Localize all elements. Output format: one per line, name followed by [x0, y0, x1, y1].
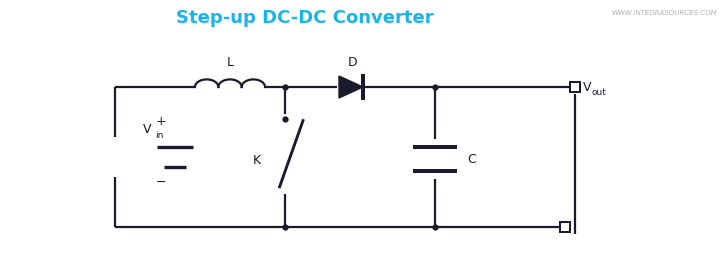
Polygon shape	[339, 77, 363, 99]
Text: −: −	[156, 175, 166, 188]
Text: V: V	[143, 123, 152, 136]
Text: D: D	[348, 55, 358, 68]
Text: out: out	[592, 88, 607, 97]
Text: L: L	[226, 55, 233, 68]
Text: K: K	[253, 153, 261, 166]
Text: V: V	[583, 81, 592, 94]
Bar	[570, 83, 580, 93]
Text: Step-up DC-DC Converter: Step-up DC-DC Converter	[175, 9, 434, 27]
Bar	[560, 222, 570, 232]
Text: WWW.INTEGRASOURCES.COM: WWW.INTEGRASOURCES.COM	[611, 10, 717, 16]
Text: in: in	[155, 131, 163, 140]
Text: C: C	[467, 153, 476, 166]
Text: +: +	[156, 115, 166, 128]
